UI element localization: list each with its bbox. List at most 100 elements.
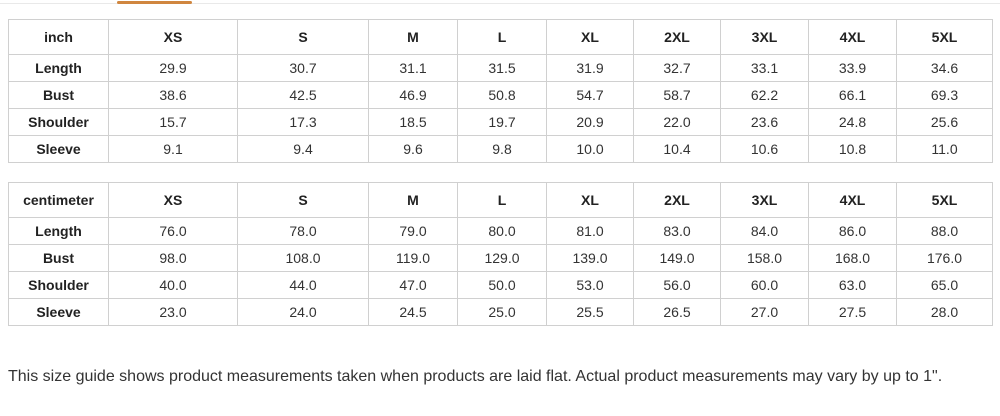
size-column-header: M [368,19,458,55]
measurement-cell: 9.6 [368,135,458,163]
measurement-cell: 65.0 [896,271,993,299]
table-row: Bust 98.0 108.0 119.0 129.0 139.0 149.0 158.0 16… [8,244,993,272]
measurement-cell: 38.6 [108,81,238,109]
row-label: Bust [8,244,109,272]
measurement-cell: 56.0 [633,271,721,299]
measurement-cell: 76.0 [108,217,238,245]
measurement-cell: 108.0 [237,244,369,272]
measurement-cell: 62.2 [720,81,809,109]
size-column-header: 4XL [808,182,897,218]
row-label: Sleeve [8,298,109,326]
measurement-cell: 25.0 [457,298,547,326]
table-row: Length 29.9 30.7 31.1 31.5 31.9 32.7 33.1 33.9 34… [8,54,993,82]
table-row: Length 76.0 78.0 79.0 80.0 81.0 83.0 84.0 86.0 88… [8,217,993,245]
measurement-cell: 119.0 [368,244,458,272]
measurement-cell: 17.3 [237,108,369,136]
measurement-cell: 69.3 [896,81,993,109]
row-label: Sleeve [8,135,109,163]
size-column-header: M [368,182,458,218]
measurement-cell: 79.0 [368,217,458,245]
measurement-cell: 129.0 [457,244,547,272]
size-guide-note: This size guide shows product measuremen… [8,368,943,385]
measurement-cell: 50.0 [457,271,547,299]
measurement-cell: 20.9 [546,108,634,136]
measurement-cell: 31.9 [546,54,634,82]
measurement-cell: 40.0 [108,271,238,299]
measurement-cell: 58.7 [633,81,721,109]
size-table-inch: inch XS S M L XL 2XL 3XL 4XL 5XL Length 29.9 30.7 31.… [8,19,993,163]
table-row: Shoulder 15.7 17.3 18.5 19.7 20.9 22.0 23.6 24.8… [8,108,993,136]
table-row: Bust 38.6 42.5 46.9 50.8 54.7 58.7 62.2 66.1 69.3 [8,81,993,109]
measurement-cell: 32.7 [633,54,721,82]
measurement-cell: 23.6 [720,108,809,136]
row-label: Length [8,54,109,82]
measurement-cell: 23.0 [108,298,238,326]
measurement-cell: 78.0 [237,217,369,245]
table-row: Sleeve 9.1 9.4 9.6 9.8 10.0 10.4 10.6 10.8 11.0 [8,135,993,163]
row-label: Shoulder [8,108,109,136]
measurement-cell: 30.7 [237,54,369,82]
measurement-cell: 19.7 [457,108,547,136]
size-table-centimeter: centimeter XS S M L XL 2XL 3XL 4XL 5XL Length 76.0 7… [8,182,993,326]
table-row: Shoulder 40.0 44.0 47.0 50.0 53.0 56.0 60.0 63.0… [8,271,993,299]
measurement-cell: 18.5 [368,108,458,136]
size-column-header: S [237,19,369,55]
measurement-cell: 44.0 [237,271,369,299]
size-column-header: XL [546,19,634,55]
measurement-cell: 9.4 [237,135,369,163]
measurement-cell: 88.0 [896,217,993,245]
row-label: Bust [8,81,109,109]
measurement-cell: 10.8 [808,135,897,163]
unit-label: inch [8,19,109,55]
measurement-cell: 33.1 [720,54,809,82]
size-column-header: S [237,182,369,218]
measurement-cell: 9.8 [457,135,547,163]
measurement-cell: 98.0 [108,244,238,272]
size-column-header: 3XL [720,182,809,218]
measurement-cell: 24.8 [808,108,897,136]
measurement-cell: 158.0 [720,244,809,272]
size-column-header: L [457,19,547,55]
measurement-cell: 53.0 [546,271,634,299]
measurement-cell: 29.9 [108,54,238,82]
measurement-cell: 27.5 [808,298,897,326]
measurement-cell: 34.6 [896,54,993,82]
measurement-cell: 31.1 [368,54,458,82]
measurement-cell: 86.0 [808,217,897,245]
measurement-cell: 24.0 [237,298,369,326]
measurement-cell: 10.4 [633,135,721,163]
size-column-header: XS [108,19,238,55]
measurement-cell: 80.0 [457,217,547,245]
measurement-cell: 176.0 [896,244,993,272]
table-row: Sleeve 23.0 24.0 24.5 25.0 25.5 26.5 27.0 27.5 28… [8,298,993,326]
measurement-cell: 25.6 [896,108,993,136]
size-column-header: 5XL [896,19,993,55]
size-column-header: 4XL [808,19,897,55]
measurement-cell: 83.0 [633,217,721,245]
measurement-cell: 9.1 [108,135,238,163]
measurement-cell: 42.5 [237,81,369,109]
tab-strip [0,0,1000,5]
measurement-cell: 63.0 [808,271,897,299]
measurement-cell: 33.9 [808,54,897,82]
measurement-cell: 81.0 [546,217,634,245]
measurement-cell: 15.7 [108,108,238,136]
size-column-header: 2XL [633,182,721,218]
measurement-cell: 84.0 [720,217,809,245]
measurement-cell: 26.5 [633,298,721,326]
measurement-cell: 60.0 [720,271,809,299]
size-column-header: 2XL [633,19,721,55]
measurement-cell: 46.9 [368,81,458,109]
active-tab-indicator[interactable] [117,1,192,4]
measurement-cell: 27.0 [720,298,809,326]
size-column-header: 3XL [720,19,809,55]
measurement-cell: 139.0 [546,244,634,272]
measurement-cell: 54.7 [546,81,634,109]
measurement-cell: 28.0 [896,298,993,326]
size-column-header: L [457,182,547,218]
measurement-cell: 24.5 [368,298,458,326]
measurement-cell: 149.0 [633,244,721,272]
row-label: Length [8,217,109,245]
header-row: centimeter XS S M L XL 2XL 3XL 4XL 5XL [8,182,993,218]
measurement-cell: 25.5 [546,298,634,326]
